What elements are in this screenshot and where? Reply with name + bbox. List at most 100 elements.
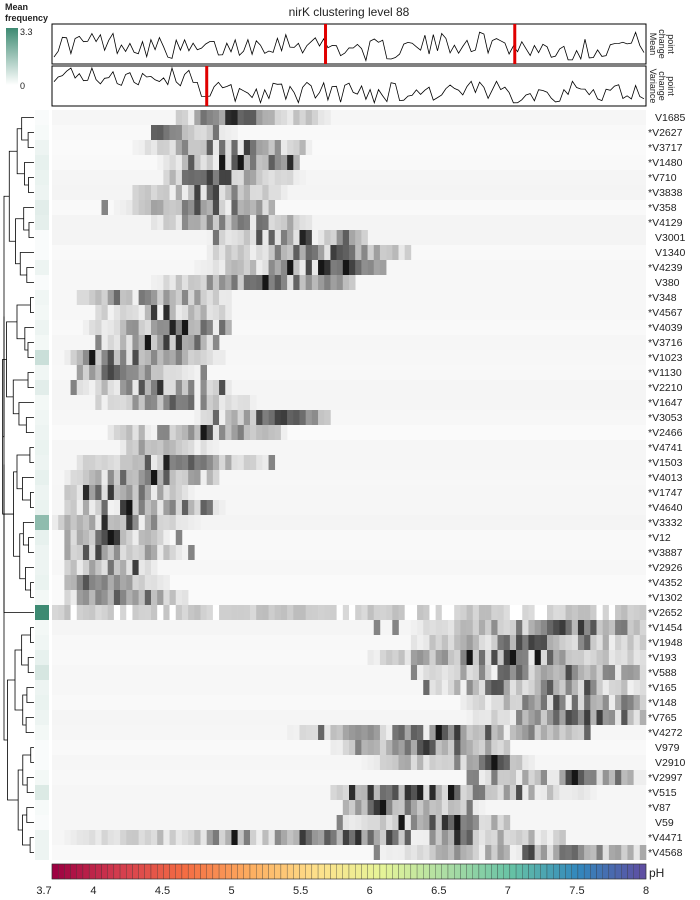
ph-color-segment bbox=[404, 863, 412, 880]
heatmap-cell bbox=[132, 470, 139, 485]
heatmap-cell bbox=[441, 635, 449, 650]
heatmap-cell bbox=[237, 605, 245, 620]
heatmap-cell bbox=[571, 635, 579, 650]
heatmap-cell bbox=[373, 800, 381, 815]
heatmap-cell bbox=[324, 110, 331, 125]
heatmap-cell bbox=[243, 260, 251, 275]
heatmap-cell bbox=[373, 740, 381, 755]
heatmap-cell bbox=[126, 335, 133, 350]
heatmap-cell bbox=[169, 455, 177, 470]
heatmap-cell bbox=[113, 470, 121, 485]
ph-color-segment bbox=[113, 863, 121, 880]
heatmap-cell bbox=[577, 845, 585, 860]
legend-color-bar bbox=[6, 28, 18, 85]
heatmap-cell bbox=[466, 635, 474, 650]
heatmap-cell bbox=[212, 830, 220, 845]
heatmap-cell bbox=[163, 170, 170, 185]
heatmap-cell bbox=[132, 485, 139, 500]
heatmap-cell bbox=[138, 440, 146, 455]
heatmap-cell bbox=[231, 230, 238, 245]
heatmap-row bbox=[52, 680, 647, 695]
heatmap-cell bbox=[262, 425, 269, 440]
heatmap-cell bbox=[101, 335, 108, 350]
heatmap-cell bbox=[602, 695, 610, 710]
row-label: *V4568 bbox=[648, 847, 683, 859]
heatmap-cell bbox=[144, 485, 152, 500]
heatmap-row bbox=[52, 830, 646, 845]
heatmap-cell bbox=[126, 290, 133, 305]
variance-trace bbox=[53, 66, 645, 105]
heatmap-cell bbox=[615, 680, 622, 695]
heatmap-cell bbox=[181, 155, 189, 170]
ph-color-segment bbox=[435, 863, 442, 880]
heatmap-cell bbox=[188, 440, 195, 455]
heatmap-cell bbox=[441, 845, 449, 860]
heatmap-cell bbox=[206, 155, 214, 170]
heatmap-cell bbox=[188, 140, 195, 155]
heatmap-cell bbox=[101, 395, 108, 410]
heatmap-cell bbox=[392, 755, 399, 770]
panel-frame bbox=[51, 23, 647, 65]
heatmap-cell bbox=[89, 485, 96, 500]
heatmap-cell bbox=[522, 785, 529, 800]
heatmap-cell bbox=[423, 680, 430, 695]
dendrogram-branch bbox=[30, 747, 34, 763]
heatmap-cell bbox=[274, 110, 282, 125]
heatmap-cell bbox=[540, 635, 548, 650]
heatmap-cell bbox=[336, 605, 344, 620]
heatmap-cell bbox=[565, 650, 573, 665]
heatmap-cell bbox=[299, 215, 306, 230]
heatmap-row-background bbox=[52, 485, 646, 500]
ph-color-segment bbox=[212, 863, 220, 880]
heatmap-cell bbox=[547, 785, 554, 800]
ph-color-segment bbox=[342, 863, 350, 880]
heatmap-cell bbox=[138, 365, 146, 380]
heatmap-cell bbox=[113, 545, 121, 560]
row-label: *V3887 bbox=[648, 547, 683, 559]
heatmap-cell bbox=[151, 515, 158, 530]
heatmap-cell bbox=[280, 230, 288, 245]
heatmap-cell bbox=[157, 545, 164, 560]
ph-color-segment bbox=[565, 863, 572, 880]
row-label: *V4741 bbox=[648, 442, 683, 454]
heatmap-cell bbox=[256, 275, 263, 290]
ph-color-segment bbox=[88, 863, 96, 880]
heatmap-cell bbox=[200, 350, 207, 365]
heatmap-cell bbox=[70, 485, 78, 500]
heatmap-cell bbox=[559, 785, 566, 800]
heatmap-cell bbox=[540, 710, 548, 725]
heatmap-cell bbox=[287, 830, 294, 845]
ph-color-segment bbox=[262, 863, 269, 880]
heatmap-cell bbox=[113, 560, 121, 575]
heatmap-cell bbox=[200, 605, 207, 620]
heatmap-cell bbox=[633, 665, 641, 680]
heatmap-cell bbox=[256, 455, 263, 470]
heatmap-cell bbox=[349, 800, 356, 815]
heatmap-cell bbox=[70, 515, 78, 530]
heatmap-cell bbox=[485, 785, 492, 800]
heatmap-cell bbox=[577, 710, 585, 725]
row-label: V1685 bbox=[655, 112, 686, 124]
heatmap-cell bbox=[194, 455, 201, 470]
heatmap-cell bbox=[528, 665, 535, 680]
heatmap-cell bbox=[206, 500, 214, 515]
heatmap-cell bbox=[200, 275, 207, 290]
heatmap-cell bbox=[349, 740, 356, 755]
heatmap-cell bbox=[64, 545, 71, 560]
heatmap-cell bbox=[151, 830, 158, 845]
heatmap-cell bbox=[231, 830, 238, 845]
heatmap-row-background bbox=[52, 125, 646, 140]
heatmap-cell bbox=[491, 650, 498, 665]
heatmap-cell bbox=[157, 425, 164, 440]
heatmap-cell bbox=[311, 230, 319, 245]
heatmap-cell bbox=[181, 545, 189, 560]
heatmap-cell bbox=[89, 830, 96, 845]
heatmap-cell bbox=[144, 500, 152, 515]
heatmap-cell bbox=[113, 380, 121, 395]
heatmap-cell bbox=[615, 845, 622, 860]
heatmap-cell bbox=[138, 485, 146, 500]
heatmap-cell bbox=[398, 740, 405, 755]
heatmap-cell bbox=[82, 590, 90, 605]
heatmap-cell bbox=[503, 725, 511, 740]
heatmap-cell bbox=[392, 815, 399, 830]
